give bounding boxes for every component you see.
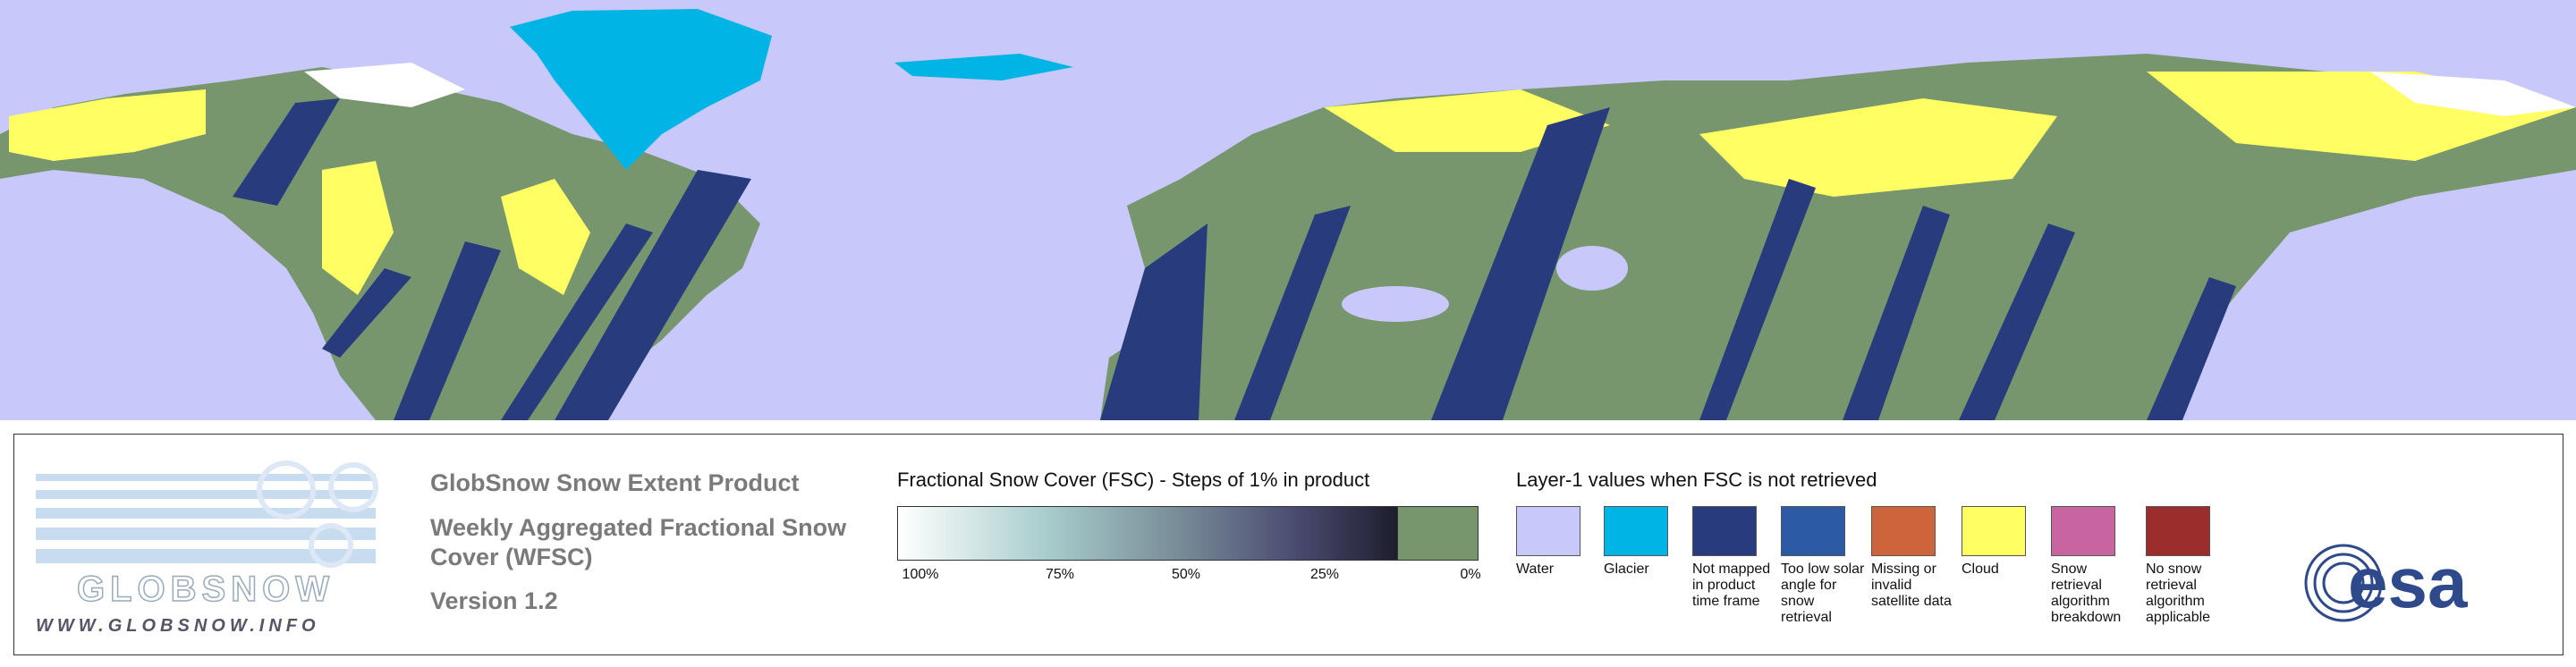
legend-label: Too low solar angle for snow retrieval bbox=[1781, 561, 1865, 625]
legend-panel bbox=[13, 434, 2563, 655]
fsc-tick-label: 75% bbox=[1045, 567, 1075, 582]
legend-label: Missing or invalid satellite data bbox=[1871, 561, 1952, 609]
legend-label: Not mapped in product time frame bbox=[1692, 561, 1771, 609]
logo-url: WWW.GLOBSNOW.INFO bbox=[36, 616, 320, 636]
agency: esa bbox=[2348, 543, 2468, 622]
fsc-tick-label: 0% bbox=[1460, 567, 1481, 582]
legend-label: Glacier bbox=[1604, 561, 1649, 577]
legend-label: Water bbox=[1516, 561, 1555, 577]
esa-logo: esa bbox=[2304, 543, 2468, 622]
legend-swatch bbox=[1781, 506, 1845, 556]
product-subtitle: Weekly Aggregated Fractional Snow Cover … bbox=[430, 514, 847, 570]
layer1-title: Layer-1 values when FSC is not retrieved bbox=[1516, 469, 1877, 491]
globsnow-logo: GLOBSNOW WWW.GLOBSNOW.INFO bbox=[36, 460, 378, 636]
legend-swatch bbox=[1692, 506, 1757, 556]
legend-label: No snow retrieval algorithm applicable bbox=[2146, 561, 2211, 625]
fsc-gradient bbox=[897, 506, 1398, 561]
legend-label: Cloud bbox=[1962, 561, 1999, 577]
product-title: GlobSnow Snow Extent Product bbox=[430, 469, 800, 496]
fsc-tick-label: 100% bbox=[902, 567, 939, 582]
legend-swatch bbox=[1871, 506, 1936, 556]
fsc-tick-label: 25% bbox=[1309, 567, 1340, 582]
fsc-title: Fractional Snow Cover (FSC) - Steps of 1… bbox=[897, 469, 1370, 491]
fsc-tick-label: 50% bbox=[1171, 567, 1201, 582]
legend-swatch bbox=[2051, 506, 2115, 556]
legend-swatch bbox=[1516, 506, 1580, 556]
fsc-zero bbox=[1397, 506, 1479, 561]
legend-label: Snow retrieval algorithm breakdown bbox=[2051, 561, 2122, 625]
legend-swatch bbox=[2146, 506, 2210, 556]
legend-swatch bbox=[1962, 506, 2026, 556]
logo-name: GLOBSNOW bbox=[77, 570, 335, 609]
legend-swatch bbox=[1604, 506, 1668, 556]
product-version: Version 1.2 bbox=[430, 587, 558, 614]
map bbox=[0, 0, 2576, 420]
